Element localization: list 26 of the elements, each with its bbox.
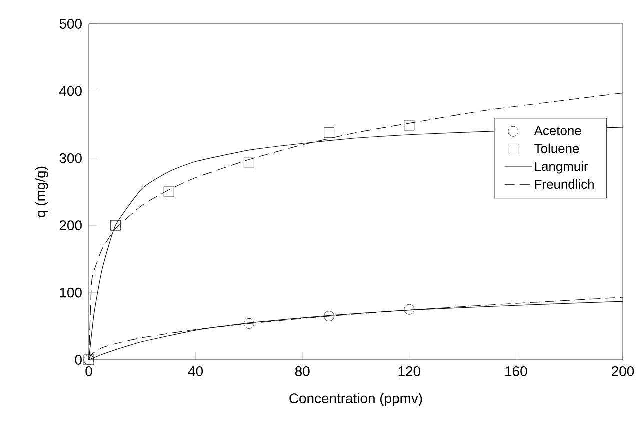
legend-label: Freundlich bbox=[535, 180, 594, 190]
x-tick-label: 120 bbox=[398, 366, 420, 376]
x-tick-label: 0 bbox=[86, 366, 92, 376]
point bbox=[244, 318, 254, 329]
x-tick-label: 200 bbox=[612, 366, 634, 376]
point bbox=[404, 120, 415, 131]
y-tick-label: 400 bbox=[60, 86, 82, 96]
point bbox=[244, 158, 254, 168]
legend-label: Toluene bbox=[534, 144, 580, 154]
x-tick-label: 160 bbox=[506, 366, 528, 376]
x-axis-title: Concentration (ppmv) bbox=[290, 393, 422, 406]
point bbox=[164, 186, 174, 198]
point bbox=[404, 304, 415, 315]
legend-label: Acetone bbox=[534, 126, 582, 136]
y-tick-label: 500 bbox=[60, 19, 82, 29]
point bbox=[110, 220, 121, 231]
y-tick-label: 100 bbox=[60, 288, 82, 298]
point bbox=[324, 311, 335, 322]
point bbox=[324, 128, 335, 138]
y-tick-label: 0 bbox=[75, 355, 82, 365]
x-tick-label: 40 bbox=[188, 366, 204, 376]
legend-label: Langmuir bbox=[535, 162, 588, 174]
y-axis-title: q (mg/g) bbox=[35, 166, 48, 218]
y-tick-label: 200 bbox=[60, 220, 82, 231]
x-tick-label: 80 bbox=[295, 366, 310, 376]
y-tick-label: 300 bbox=[60, 153, 82, 164]
